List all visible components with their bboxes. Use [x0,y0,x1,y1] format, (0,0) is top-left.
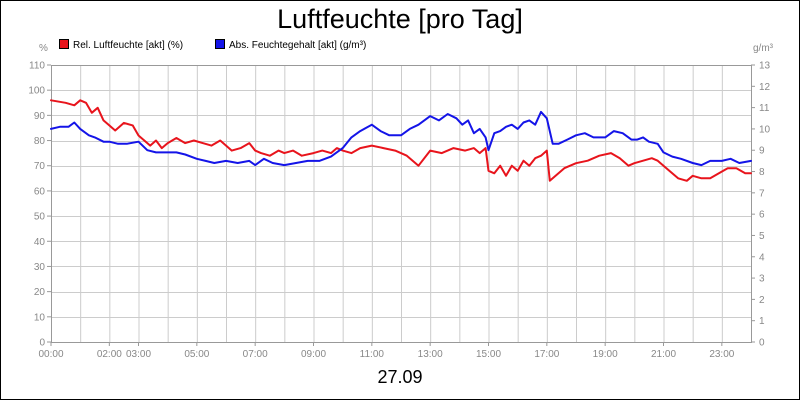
y-left-tick-label: 20 [34,287,46,298]
y-left-tick-label: 60 [34,186,46,197]
x-tick-label: 17:00 [534,349,559,360]
y-left-tick-label: 90 [34,111,46,122]
y-right-unit: g/m³ [753,43,773,54]
y-right-tick-label: 12 [759,82,771,93]
y-left-tick-label: 10 [34,312,46,323]
y-left-tick-label: 70 [34,161,46,172]
y-left-tick-label: 100 [28,86,45,97]
x-tick-label: 02:00 [97,349,122,360]
x-tick-label: 09:00 [301,349,326,360]
y-right-tick-label: 8 [759,167,765,178]
x-tick-label: 23:00 [709,349,734,360]
legend-swatch-blue [215,39,225,49]
x-axis-date-label: 27.09 [377,367,423,387]
x-tick-label: 05:00 [184,349,209,360]
x-tick-label: 07:00 [243,349,268,360]
y-left-tick-label: 40 [34,237,46,248]
y-right-tick-label: 9 [759,146,765,157]
y-right-tick-label: 5 [759,231,765,242]
y-right-tick-label: 10 [759,124,771,135]
y-left-tick-label: 30 [34,262,46,273]
y-right-tick-label: 2 [759,295,765,306]
legend-item-abs-humidity: Abs. Feuchtegehalt [akt] (g/m³) [215,39,366,51]
series-line-rel-humidity [50,99,752,182]
chart-title: Luftfeuchte [pro Tag] [277,4,523,34]
x-tick-label: 13:00 [418,349,443,360]
x-tick-label: 00:00 [38,349,63,360]
legend-label-abs-humidity: Abs. Feuchtegehalt [akt] (g/m³) [229,40,367,51]
y-left-tick-label: 0 [39,338,45,349]
y-left-tick-label: 50 [34,212,46,223]
x-tick-label: 15:00 [476,349,501,360]
x-tick-label: 11:00 [360,349,385,360]
x-tick-label: 21:00 [651,349,676,360]
y-right-tick-label: 11 [759,103,770,114]
y-left-unit: % [39,43,48,54]
legend-item-rel-humidity: Rel. Luftfeuchte [akt] (%) [59,39,183,51]
x-tick-label: 03:00 [126,349,151,360]
y-right-tick-label: 13 [759,61,771,72]
y-right-tick-label: 4 [759,252,765,263]
y-right-tick-label: 7 [759,188,765,199]
y-left-tick-label: 110 [29,61,45,72]
legend-swatch-red [59,39,69,49]
plot-area-border [51,65,752,343]
y-right-tick-label: 1 [759,316,765,327]
y-left-tick-label: 80 [34,136,46,147]
legend-label-rel-humidity: Rel. Luftfeuchte [akt] (%) [73,40,184,51]
y-right-tick-label: 3 [759,274,765,285]
y-right-tick-label: 0 [759,338,765,349]
y-right-tick-label: 6 [759,210,765,221]
series-line-abs-humidity [50,110,752,167]
x-tick-label: 19:00 [593,349,618,360]
